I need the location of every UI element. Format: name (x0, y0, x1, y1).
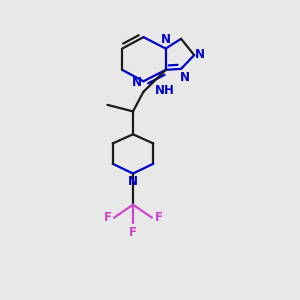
Text: F: F (129, 226, 137, 239)
Text: N: N (132, 76, 142, 89)
Text: F: F (103, 211, 111, 224)
Text: NH: NH (155, 84, 175, 97)
Text: F: F (154, 211, 163, 224)
Text: N: N (128, 175, 138, 188)
Text: N: N (195, 48, 205, 61)
Text: N: N (180, 71, 190, 85)
Text: N: N (161, 33, 171, 46)
